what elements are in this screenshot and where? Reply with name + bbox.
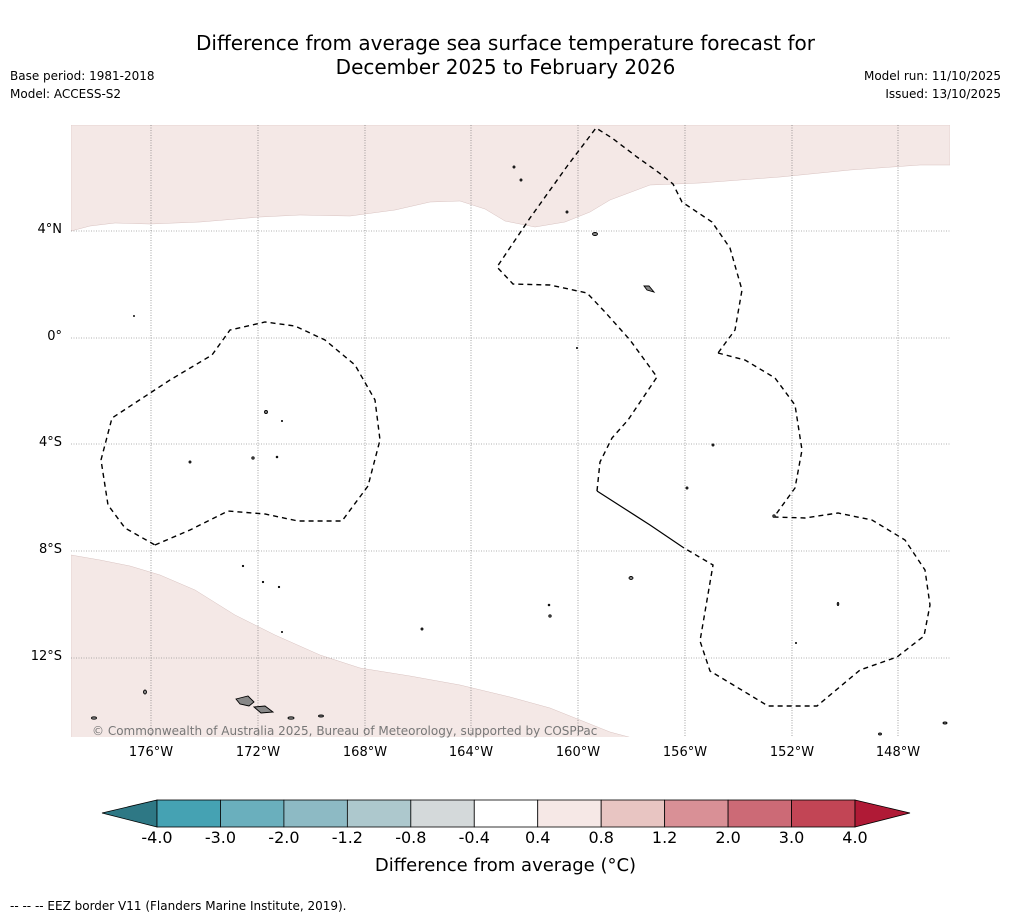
- colorbar-tick-label: 2.0: [715, 828, 741, 847]
- lon-label-156w: 156°W: [662, 745, 708, 760]
- island-samoa-savaii: [235, 695, 255, 707]
- lat-label-4s: 4°S: [38, 435, 62, 450]
- colorbar-tick-label: -2.0: [268, 828, 300, 847]
- colorbar-swatch: [727, 799, 792, 828]
- colorbar-tick-label: 0.8: [588, 828, 614, 847]
- anomaly-region-north: [71, 125, 950, 232]
- colorbar-tick-label: 1.2: [651, 828, 678, 847]
- eez-border-south-segment: [596, 490, 685, 549]
- lat-label-4n: 4°N: [37, 222, 63, 237]
- colorbar-swatch: [473, 799, 539, 828]
- eez-legend-footer: -- -- -- EEZ border V11 (Flanders Marine…: [10, 899, 347, 913]
- colorbar-swatch: [346, 799, 412, 828]
- eez-border-west: [100, 321, 381, 546]
- title-line-2: December 2025 to February 2026: [335, 55, 676, 79]
- colorbar-tick-label: -0.8: [395, 828, 427, 847]
- island-samoa-upolu: [252, 705, 275, 714]
- colorbar-tick-label: -4.0: [141, 828, 173, 847]
- colorbar-swatch: [537, 799, 602, 828]
- colorbar-label: Difference from average (°C): [374, 855, 637, 876]
- colorbar-tick-label: -3.0: [204, 828, 237, 847]
- title-line-1: Difference from average sea surface temp…: [195, 31, 815, 55]
- chart-title: Difference from average sea surface temp…: [0, 31, 1011, 79]
- lat-label-8s: 8°S: [38, 542, 62, 557]
- lon-label-164w: 164°W: [448, 745, 494, 760]
- colorbar-extend-high: [854, 799, 911, 828]
- lon-label-148w: 148°W: [875, 745, 921, 760]
- lat-label-0: 0°: [47, 329, 62, 344]
- colorbar-swatch: [791, 799, 856, 828]
- colorbar-tick-label: -0.4: [458, 828, 490, 847]
- meta-right: Model run: 11/10/2025 Issued: 13/10/2025: [864, 67, 1001, 103]
- meta-left: Base period: 1981-2018 Model: ACCESS-S2: [10, 67, 155, 103]
- colorbar-swatch: [283, 799, 348, 828]
- copyright-text: © Commonwealth of Australia 2025, Bureau…: [92, 724, 598, 738]
- lon-label-160w: 160°W: [555, 745, 601, 760]
- lon-label-176w: 176°W: [128, 745, 174, 760]
- lon-label-172w: 172°W: [235, 745, 281, 760]
- eez-border-central: [496, 127, 743, 492]
- eez-borders: [100, 127, 931, 707]
- colorbar-swatch: [600, 799, 666, 828]
- grid-lines: [71, 125, 950, 737]
- lon-label-152w: 152°W: [769, 745, 815, 760]
- colorbar-tick-label: 0.4: [524, 828, 551, 847]
- colorbar-tick-label: 4.0: [842, 828, 868, 847]
- base-period: Base period: 1981-2018: [10, 69, 155, 83]
- colorbar-extend-low: [101, 799, 158, 828]
- colorbar-swatch: [156, 799, 221, 828]
- model-run: Model run: 11/10/2025: [863, 69, 1001, 83]
- colorbar-tick-label: 3.0: [778, 828, 805, 847]
- colorbar-tick-label: -1.2: [331, 828, 363, 847]
- lon-label-168w: 168°W: [342, 745, 388, 760]
- model-name: Model: ACCESS-S2: [10, 87, 122, 101]
- anomaly-region-south: [71, 554, 630, 737]
- colorbar-swatches: [156, 799, 856, 828]
- map-area: [71, 125, 950, 737]
- colorbar-swatch: [220, 799, 285, 828]
- colorbar-swatch: [664, 799, 729, 828]
- colorbar-swatch: [410, 799, 475, 828]
- lat-label-12s: 12°S: [30, 649, 62, 664]
- islands: [91, 165, 948, 736]
- issued-date: Issued: 13/10/2025: [885, 87, 1001, 101]
- eez-border-east: [683, 352, 931, 707]
